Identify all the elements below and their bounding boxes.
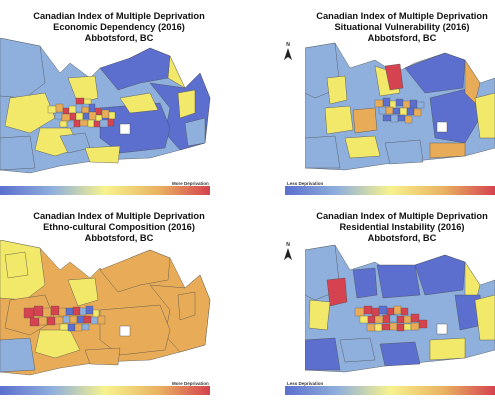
title-line-2: Economic Dependency (2016) <box>53 22 185 32</box>
panel-title: Canadian Index of Multiple Deprivation R… <box>307 211 495 244</box>
legend-label: More Deprivation <box>172 181 209 186</box>
north-arrow: N <box>283 42 293 62</box>
color-ramp-legend <box>0 386 210 395</box>
title-line-2: Ethno-cultural Composition (2016) <box>43 222 195 232</box>
legend-label: Less Deprivation <box>287 381 324 386</box>
panel-title: Canadian Index of Multiple Deprivation E… <box>0 211 244 244</box>
color-ramp-legend <box>0 186 210 195</box>
title-line-3: Abbotsford, BC <box>84 33 154 43</box>
panel-economic-dependency: Canadian Index of Multiple Deprivation E… <box>0 0 247 200</box>
title-line-1: Canadian Index of Multiple Deprivation <box>316 11 488 21</box>
legend-label: Less Deprivation <box>287 181 324 186</box>
title-line-1: Canadian Index of Multiple Deprivation <box>33 11 205 21</box>
legend-label: More Deprivation <box>172 381 209 386</box>
title-line-3: Abbotsford, BC <box>367 33 437 43</box>
panel-title: Canadian Index of Multiple Deprivation S… <box>307 11 495 44</box>
title-line-2: Residential Instability (2016) <box>339 222 465 232</box>
title-line-3: Abbotsford, BC <box>84 233 154 243</box>
north-arrow-icon <box>284 248 292 260</box>
panel-ethno-cultural-composition: Canadian Index of Multiple Deprivation E… <box>0 200 247 400</box>
choropleth-map <box>305 42 495 171</box>
panel-title: Canadian Index of Multiple Deprivation E… <box>0 11 244 44</box>
panel-situational-vulnerability: Canadian Index of Multiple Deprivation S… <box>247 0 495 200</box>
color-ramp-legend <box>285 386 495 395</box>
title-line-1: Canadian Index of Multiple Deprivation <box>316 211 488 221</box>
north-arrow-icon <box>284 48 292 60</box>
color-ramp-legend <box>285 186 495 195</box>
title-line-3: Abbotsford, BC <box>367 233 437 243</box>
choropleth-map <box>305 244 495 373</box>
choropleth-map <box>0 38 211 174</box>
title-line-1: Canadian Index of Multiple Deprivation <box>33 211 205 221</box>
title-line-2: Situational Vulnerability (2016) <box>334 22 470 32</box>
north-arrow: N <box>283 242 293 262</box>
north-letter: N <box>286 42 290 48</box>
choropleth-map <box>0 240 211 376</box>
panel-residential-instability: Canadian Index of Multiple Deprivation R… <box>247 200 495 400</box>
north-letter: N <box>286 242 290 248</box>
